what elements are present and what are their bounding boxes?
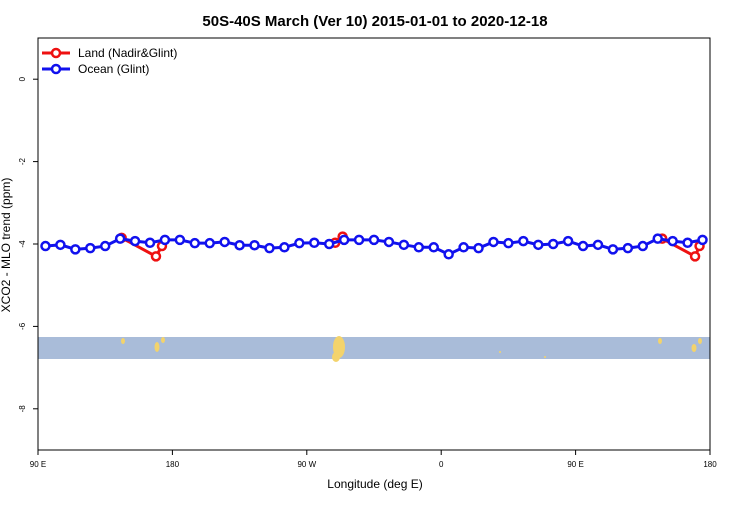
x-tick-label: 90 E <box>30 460 46 469</box>
point <box>383 236 395 248</box>
point <box>99 240 111 252</box>
point <box>428 242 439 253</box>
x-tick-label: 180 <box>166 460 180 469</box>
point <box>40 240 51 252</box>
point <box>264 242 275 254</box>
point <box>547 238 559 250</box>
point <box>219 236 230 248</box>
point <box>503 237 514 249</box>
legend-marker <box>50 63 62 75</box>
point <box>174 234 186 246</box>
point <box>577 240 589 252</box>
point <box>234 239 245 251</box>
x-tick-label: 90 E <box>567 460 583 469</box>
point <box>607 244 619 255</box>
x-tick-label: 90 W <box>297 460 316 469</box>
point <box>562 235 574 247</box>
point <box>458 242 469 253</box>
point <box>473 242 484 254</box>
point <box>323 238 335 250</box>
point <box>637 240 649 252</box>
point <box>518 235 529 247</box>
point <box>652 233 663 244</box>
y-axis-label: XCO2 - MLO trend (ppm) <box>0 178 13 313</box>
point <box>368 234 380 246</box>
point <box>114 233 126 244</box>
point <box>682 237 693 249</box>
point <box>55 239 66 251</box>
point <box>309 237 320 249</box>
point <box>70 244 81 255</box>
y-tick-label: -8 <box>18 405 27 413</box>
point <box>129 235 141 247</box>
x-tick-label: 0 <box>439 460 444 469</box>
point <box>689 251 701 262</box>
point <box>189 237 201 249</box>
y-tick-label: -2 <box>18 157 27 165</box>
point <box>204 237 215 249</box>
point <box>338 234 350 246</box>
map-strip <box>38 336 710 362</box>
y-tick-label: -4 <box>18 240 27 248</box>
point <box>159 234 171 246</box>
point <box>533 239 544 251</box>
point <box>279 242 290 253</box>
legend-label: Land (Nadir&Glint) <box>78 46 177 60</box>
legend-label: Ocean (Glint) <box>78 62 149 76</box>
chart-title: 50S-40S March (Ver 10) 2015-01-01 to 202… <box>202 13 547 30</box>
point <box>398 239 410 251</box>
point <box>667 235 678 247</box>
point <box>294 237 305 249</box>
point <box>697 234 708 246</box>
x-tick-label: 180 <box>703 460 717 469</box>
point <box>592 239 604 251</box>
legend-marker <box>50 47 62 59</box>
point <box>150 251 162 262</box>
point <box>622 242 634 254</box>
point <box>488 236 499 248</box>
x-axis-label: Longitude (deg E) <box>327 477 422 491</box>
point <box>413 242 425 253</box>
y-tick-label: 0 <box>18 76 27 81</box>
point <box>443 249 454 260</box>
y-tick-label: -6 <box>18 322 27 330</box>
point <box>144 237 156 249</box>
point <box>249 239 260 251</box>
point <box>85 242 96 254</box>
point <box>353 234 365 246</box>
